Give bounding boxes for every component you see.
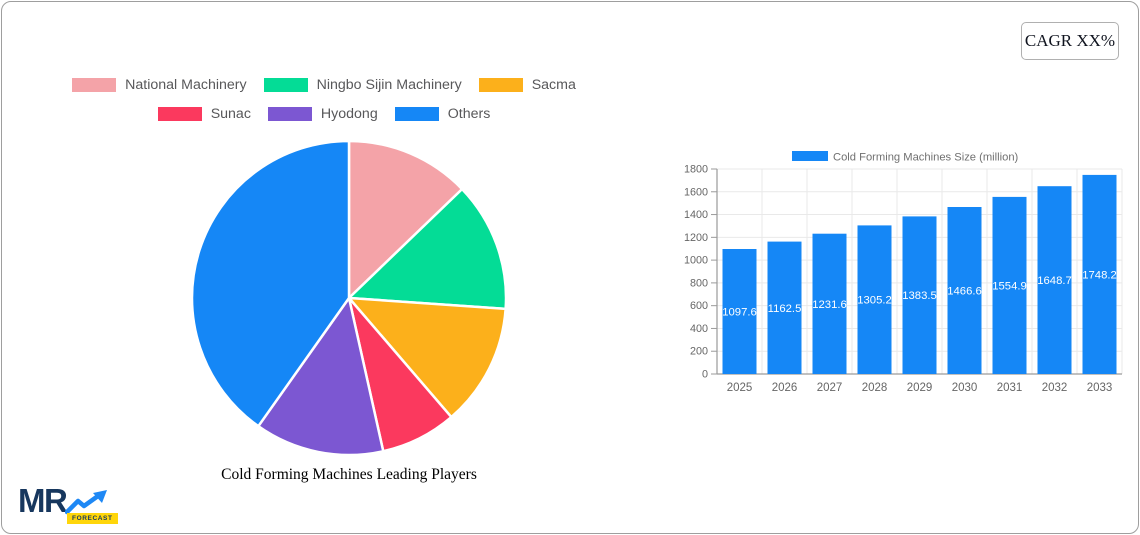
- x-tick-label: 2029: [907, 382, 933, 394]
- y-tick-label: 1200: [684, 232, 708, 244]
- bar-2033: [1082, 174, 1117, 374]
- bar-2027: [812, 233, 847, 374]
- x-tick-label: 2032: [1042, 382, 1068, 394]
- bar-legend[interactable]: Cold Forming Machines Size (million): [792, 151, 1019, 164]
- legend-item-ningbo-sijin-machinery[interactable]: Ningbo Sijin Machinery: [263, 74, 462, 96]
- brand-logo-badge: FORECAST: [67, 513, 118, 524]
- pie-slice-national-machinery: [347, 139, 464, 300]
- x-tick-label: 2033: [1087, 382, 1113, 394]
- y-tick-label: 1800: [684, 164, 708, 176]
- x-tick-label: 2027: [817, 382, 843, 394]
- bar-value-label: 1748.2: [1082, 269, 1117, 281]
- pie-slice-hyodong: [257, 296, 385, 457]
- legend-label: Ningbo Sijin Machinery: [316, 77, 462, 93]
- legend-item-hyodong[interactable]: Hyodong: [267, 103, 378, 125]
- x-tick-label: 2028: [862, 382, 888, 394]
- bar-value-label: 1648.7: [1037, 275, 1072, 287]
- x-tick-label: 2025: [727, 382, 753, 394]
- y-tick-label: 800: [690, 277, 708, 289]
- bar-value-label: 1383.5: [902, 290, 937, 302]
- bar-value-label: 1554.9: [992, 281, 1027, 293]
- legend-row: Sunac Hyodong Others: [12, 103, 636, 125]
- bar-legend-swatch[interactable]: [792, 151, 828, 161]
- brand-logo: MR FORECAST: [18, 482, 128, 530]
- bar-series: 1097.6 2025 1162.5 2026 1231.6 2027 1305.2 2028…: [722, 174, 1117, 394]
- bar-2025: [722, 249, 757, 374]
- bar-2029: [902, 216, 937, 374]
- trend-arrow-icon: [65, 490, 107, 515]
- bar-legend-label[interactable]: Cold Forming Machines Size (million): [833, 152, 1019, 164]
- bar-svg: 0 200 400 600 800 1000 1200 1400 1600 1800 1097.6…: [684, 151, 1123, 394]
- y-tick-label: 400: [690, 323, 708, 335]
- y-tick-label: 600: [690, 300, 708, 312]
- bar-2032: [1037, 186, 1072, 374]
- x-tick-label: 2030: [952, 382, 978, 394]
- pie-svg: [190, 139, 508, 457]
- legend-item-others[interactable]: Others: [394, 103, 491, 125]
- bar-2026: [767, 241, 802, 374]
- legend-label: National Machinery: [125, 77, 247, 93]
- cagr-badge: CAGR XX%: [1021, 22, 1119, 60]
- y-tick-label: 0: [702, 369, 708, 381]
- pie-chart: [189, 138, 509, 458]
- bar-chart: 0 200 400 600 800 1000 1200 1400 1600 1800 1097.6…: [682, 140, 1130, 405]
- pie-chart-title: Cold Forming Machines Leading Players: [221, 466, 477, 483]
- x-tick-label: 2031: [997, 382, 1023, 394]
- pie-slice-ningbo-sijin-machinery: [347, 187, 508, 311]
- cagr-label: CAGR XX%: [1024, 31, 1116, 50]
- legend-label: Sunac: [210, 106, 251, 122]
- y-tick-label: 1600: [684, 186, 708, 198]
- legend-label: Sacma: [531, 77, 576, 93]
- bar-value-label: 1305.2: [857, 295, 892, 307]
- bar-2031: [992, 196, 1027, 374]
- legend-swatch: [267, 107, 312, 121]
- y-tick-label: 1000: [684, 255, 708, 267]
- bar-value-label: 1231.6: [812, 299, 847, 311]
- legend-label: Hyodong: [320, 106, 378, 122]
- bar-2030: [947, 207, 982, 374]
- y-tick-label: 200: [690, 346, 708, 358]
- bar-value-label: 1466.6: [947, 286, 982, 298]
- legend-row: National Machinery Ningbo Sijin Machinery…: [12, 74, 636, 96]
- legend-label: Others: [447, 106, 491, 122]
- legend-item-national-machinery[interactable]: National Machinery: [72, 74, 247, 96]
- legend-swatch: [157, 107, 202, 121]
- legend-swatch: [263, 78, 308, 92]
- bar-value-label: 1162.5: [768, 303, 802, 315]
- legend-item-sacma[interactable]: Sacma: [478, 74, 576, 96]
- legend-swatch: [478, 78, 523, 92]
- bar-2028: [857, 225, 892, 374]
- bar-value-label: 1097.6: [722, 307, 757, 319]
- brand-logo-text: MR: [18, 482, 68, 519]
- x-tick-label: 2026: [772, 382, 798, 394]
- legend-swatch: [394, 107, 439, 121]
- legend-swatch: [72, 78, 117, 92]
- legend-item-sunac[interactable]: Sunac: [157, 103, 251, 125]
- pie-legend: National Machinery Ningbo Sijin Machinery…: [12, 74, 636, 125]
- pie-slice-sacma: [347, 296, 507, 419]
- y-tick-label: 1400: [684, 209, 708, 221]
- pie-slice-others: [190, 139, 351, 428]
